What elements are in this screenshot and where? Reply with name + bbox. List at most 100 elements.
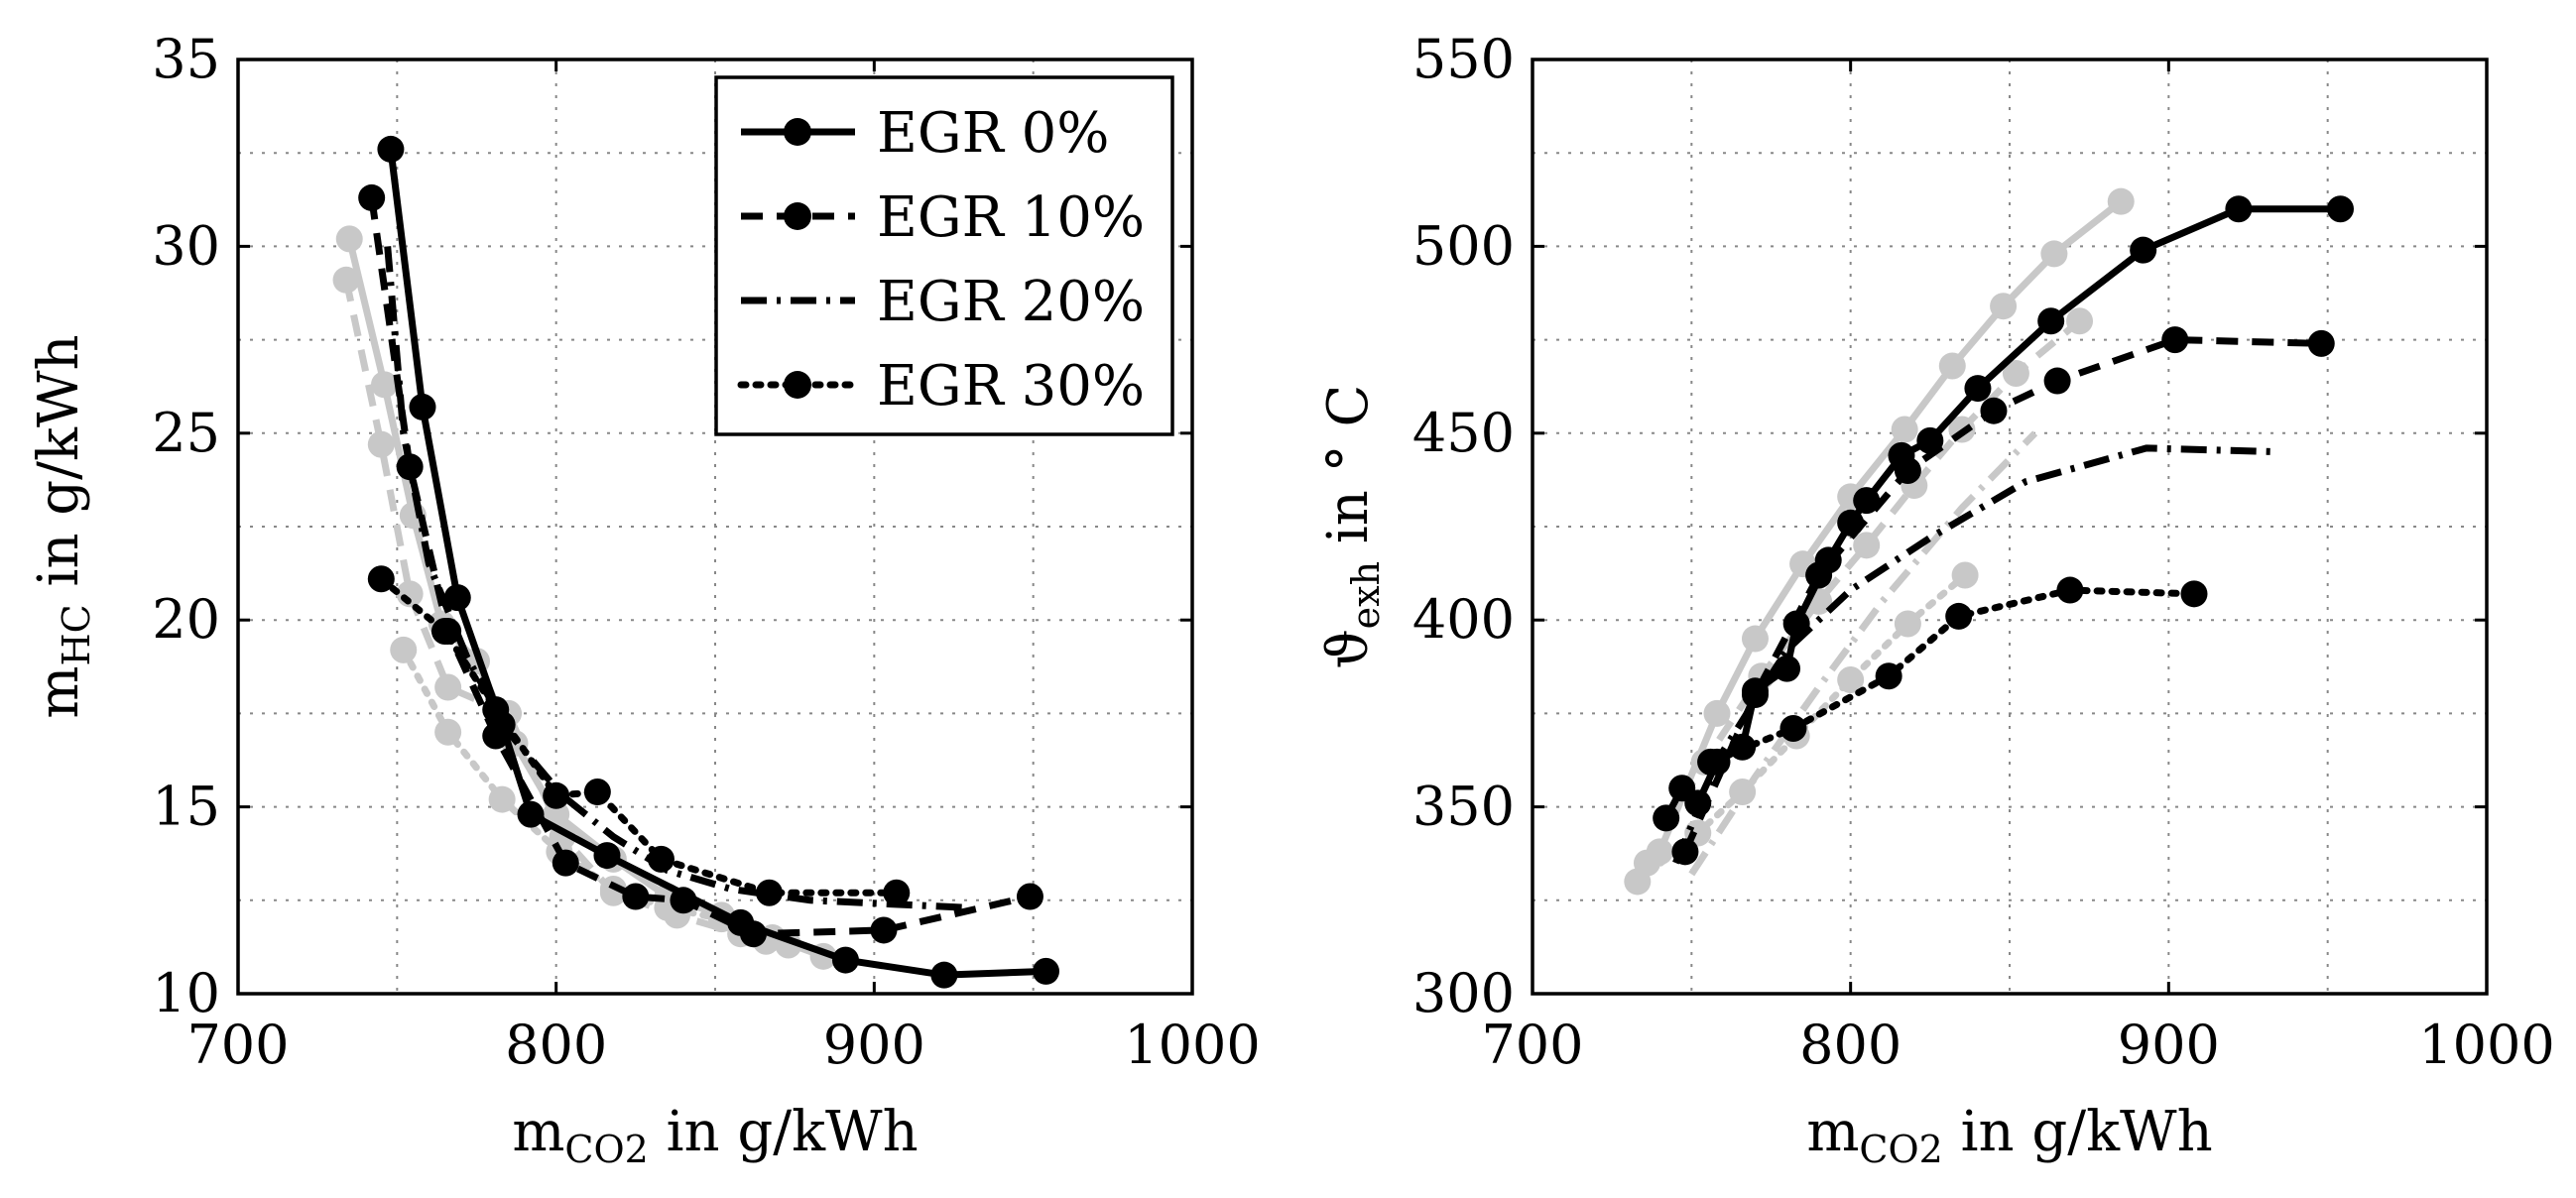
series-line (1656, 198, 2124, 854)
data-point (1894, 456, 1921, 484)
x-axis-label: mCO2 in g/kWh (1806, 1100, 2212, 1171)
y-tick-label: 350 (1412, 776, 1515, 838)
data-point (1653, 804, 1680, 832)
data-point (1945, 602, 1973, 630)
series-egr-20- (1672, 444, 2280, 865)
data-point (2002, 360, 2029, 388)
series-line (1707, 586, 2198, 766)
data-point (371, 371, 399, 399)
legend: EGR 0% EGR 10% EGR 20% EGR 30% (714, 75, 1174, 436)
series-line (368, 196, 1032, 938)
data-point (367, 565, 395, 593)
y-tick-label: 15 (152, 776, 220, 838)
x-tick-label: 700 (186, 1014, 289, 1076)
data-point (332, 266, 360, 294)
series-egr-20- (384, 246, 970, 911)
plot-frame (236, 58, 1194, 996)
data-point (831, 946, 859, 974)
data-point (2066, 307, 2094, 335)
data-point (1774, 655, 1801, 682)
series-line (342, 279, 790, 949)
series-line (384, 246, 970, 911)
y-tick-label: 10 (152, 962, 220, 1024)
data-point (2161, 326, 2189, 354)
y-axis-label: ϑexh in ° C (1316, 385, 1388, 669)
data-point (482, 722, 510, 750)
y-tick-label: 300 (1412, 962, 1515, 1024)
y-tick-label: 35 (152, 28, 220, 90)
legend-label: EGR 20% (877, 270, 1145, 334)
plot-area (332, 135, 1059, 989)
data-point (1741, 625, 1769, 653)
y-tick-label: 30 (152, 214, 220, 277)
data-point (2037, 307, 2065, 335)
data-point (1016, 883, 1043, 910)
data-point (670, 887, 697, 914)
data-point (1891, 416, 1918, 443)
x-tick-label: 1000 (1124, 1014, 1260, 1076)
series-egr-10- (1671, 326, 2335, 866)
legend-swatch-marker (784, 118, 811, 146)
x-tick-label: 800 (505, 1014, 607, 1076)
data-point (2040, 240, 2068, 268)
data-point (409, 393, 436, 420)
data-point (1779, 714, 1807, 742)
series-line (1681, 336, 2322, 854)
x-axis-label: mCO2 in g/kWh (512, 1100, 918, 1171)
y-axis-label: mHC in g/kWh (27, 334, 98, 718)
data-point (2180, 580, 2208, 608)
data-point (756, 879, 784, 906)
data-point (593, 842, 621, 870)
data-point (543, 781, 570, 809)
data-point (1729, 779, 1757, 806)
data-point (883, 879, 911, 906)
data-point (2130, 236, 2157, 264)
data-point (358, 183, 386, 211)
data-point (1032, 957, 1059, 985)
data-point (1990, 293, 2018, 320)
data-point (647, 845, 675, 873)
data-point (552, 849, 579, 877)
data-point (1805, 561, 1833, 589)
data-point (2107, 187, 2135, 215)
chart-exhaust-temp-vs-co2: 700 800 900 1000 300 350 400 450 500 550 mCO2 in g… (1316, 28, 2555, 1171)
y-tick-label: 400 (1412, 588, 1515, 651)
ticks: 700 800 900 1000 10 15 20 25 30 35 (152, 28, 1260, 1076)
data-point (2043, 367, 2071, 395)
data-point (434, 673, 462, 701)
legend-swatch-marker (784, 202, 811, 230)
x-tick-label: 1000 (2418, 1014, 2554, 1076)
y-tick-label: 20 (152, 588, 220, 651)
x-tick-label: 900 (2118, 1014, 2220, 1076)
series-egr-0- (1653, 195, 2354, 832)
series-line (1672, 444, 2280, 865)
plot-area (1624, 187, 2354, 896)
data-point (1980, 397, 2008, 424)
series-egr-10- (358, 183, 1043, 948)
data-point (930, 961, 958, 989)
ticks: 700 800 900 1000 300 350 400 450 500 550 (1412, 28, 2555, 1076)
data-point (1964, 375, 1992, 403)
data-point (1951, 561, 1979, 589)
legend-label: EGR 10% (877, 185, 1145, 250)
x-tick-label: 900 (823, 1014, 925, 1076)
y-tick-label: 550 (1412, 28, 1515, 90)
legend-label: EGR 0% (877, 101, 1109, 166)
chart-hc-vs-co2: 700 800 900 1000 10 15 20 25 30 35 mCO2 in g/kWh mH… (27, 28, 1261, 1171)
series-line (1644, 318, 2082, 865)
data-point (2225, 195, 2253, 223)
series-egr-30- (367, 565, 911, 906)
data-point (870, 916, 898, 944)
data-point (2307, 329, 2335, 357)
series-gray-5 (1633, 307, 2094, 877)
data-point (517, 800, 545, 828)
data-point (488, 785, 516, 813)
data-point (390, 636, 418, 663)
data-point (2326, 195, 2354, 223)
data-point (335, 225, 363, 253)
data-point (1703, 699, 1731, 727)
data-point (1853, 532, 1881, 559)
legend-label: EGR 30% (877, 354, 1145, 419)
data-point (482, 696, 510, 724)
